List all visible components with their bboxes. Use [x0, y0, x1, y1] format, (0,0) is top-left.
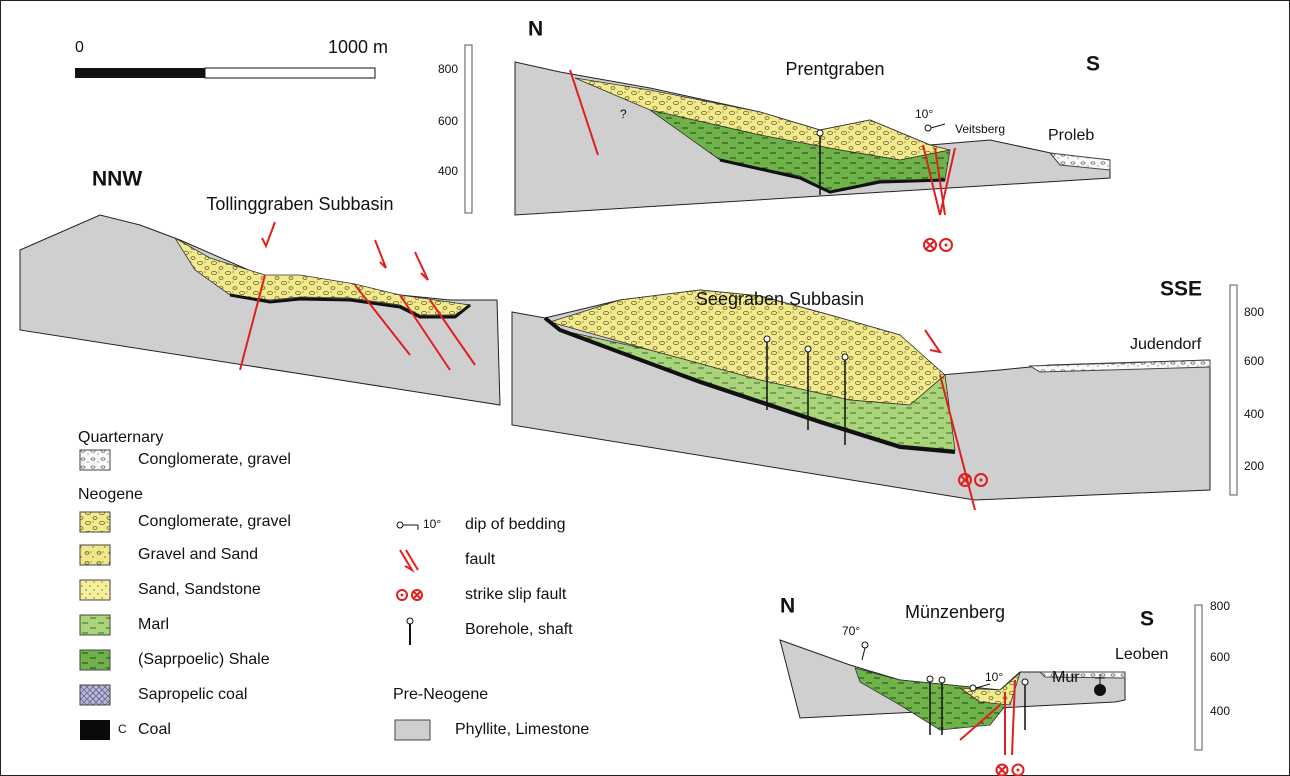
- elevation-ruler: [1195, 605, 1202, 750]
- elevation-tick: 400: [1244, 407, 1264, 421]
- symbol-label: dip of bedding: [465, 516, 566, 533]
- shape-circle: [970, 685, 976, 691]
- elevation-ruler: [1230, 285, 1237, 495]
- symbol-label: fault: [465, 551, 496, 568]
- shape-circle: [397, 522, 403, 528]
- elevation-tick: 200: [1244, 459, 1264, 473]
- orientation-label: N: [528, 18, 543, 41]
- map-label: ?: [620, 107, 627, 121]
- shape-circle: [764, 336, 770, 342]
- scale-end: 1000 m: [328, 37, 388, 57]
- orientation-label: NNW: [92, 168, 142, 191]
- map-label: Proleb: [1048, 127, 1094, 144]
- shape-circle: [1094, 684, 1106, 696]
- legend-item: Sand, Sandstone: [138, 581, 261, 598]
- map-label: Leoben: [1115, 646, 1168, 663]
- elevation-tick: 800: [438, 62, 458, 76]
- coal-marker: C: [118, 722, 127, 736]
- legend-item: (Saprpoelic) Shale: [138, 651, 270, 668]
- cross-section-figure: 0 1000 m 800 600 400 N Prentgraben S ? 1…: [0, 0, 1290, 776]
- symbol-label: strike slip fault: [465, 586, 567, 603]
- elevation-tick: 600: [438, 114, 458, 128]
- legend-item: Phyllite, Limestone: [455, 721, 589, 738]
- map-label: Mur: [1052, 669, 1080, 686]
- map-label: Judendorf: [1130, 336, 1202, 353]
- legend-item: Conglomerate, gravel: [138, 451, 291, 468]
- shape-circle: [805, 346, 811, 352]
- section-title: Münzenberg: [905, 602, 1005, 622]
- elevation-tick: 600: [1210, 650, 1230, 664]
- legend-swatch: [80, 450, 110, 470]
- shape-circle: [401, 594, 404, 597]
- shape-circle: [939, 677, 945, 683]
- legend-item: Conglomerate, gravel: [138, 513, 291, 530]
- section-title: Prentgraben: [785, 59, 884, 79]
- shape-circle: [927, 676, 933, 682]
- orientation-label: SSE: [1160, 278, 1202, 301]
- legend-group-title: Pre-Neogene: [393, 686, 488, 703]
- map-label: 70°: [842, 624, 860, 638]
- elevation-tick: 400: [1210, 704, 1230, 718]
- legend-swatch: [80, 720, 110, 740]
- elevation-tick: 800: [1210, 599, 1230, 613]
- map-label: 10°: [915, 107, 933, 121]
- legend-swatch: [80, 512, 110, 532]
- shape-circle: [925, 125, 931, 131]
- map-label: Veitsberg: [955, 122, 1005, 136]
- orientation-label: S: [1140, 608, 1154, 631]
- scale-bar-white: [205, 68, 375, 78]
- legend-item: Gravel and Sand: [138, 546, 258, 563]
- elevation-ruler: [465, 45, 472, 213]
- shape-circle: [817, 130, 823, 136]
- legend-item: Coal: [138, 721, 171, 738]
- section-title: Tollinggraben Subbasin: [206, 194, 393, 214]
- scale-bar-black: [75, 68, 205, 78]
- legend-group-title: Quarternary: [78, 429, 163, 446]
- legend-group-title: Neogene: [78, 486, 143, 503]
- symbol-label: Borehole, shaft: [465, 621, 573, 638]
- shape-circle: [945, 244, 948, 247]
- legend-item: Sapropelic coal: [138, 686, 247, 703]
- shape-circle: [407, 618, 413, 624]
- elevation-tick: 800: [1244, 305, 1264, 319]
- elevation-tick: 600: [1244, 354, 1264, 368]
- shape-circle: [1017, 769, 1020, 772]
- shape-circle: [1022, 679, 1028, 685]
- legend-swatch: [80, 650, 110, 670]
- legend-item: Marl: [138, 616, 169, 633]
- map-label: 10°: [985, 670, 1003, 684]
- section-title: Seegraben Subbasin: [696, 289, 864, 309]
- symbol-sample: 10°: [423, 517, 441, 531]
- legend-swatch: [395, 720, 430, 740]
- legend-swatch: [80, 580, 110, 600]
- scale-start: 0: [75, 39, 84, 56]
- orientation-label: S: [1086, 53, 1100, 76]
- orientation-label: N: [780, 595, 795, 618]
- shape-circle: [862, 642, 868, 648]
- elevation-tick: 400: [438, 164, 458, 178]
- legend-swatch: [80, 545, 110, 565]
- shape-circle: [842, 354, 848, 360]
- legend-swatch: [80, 615, 110, 635]
- shape-circle: [980, 479, 983, 482]
- legend-swatch: [80, 685, 110, 705]
